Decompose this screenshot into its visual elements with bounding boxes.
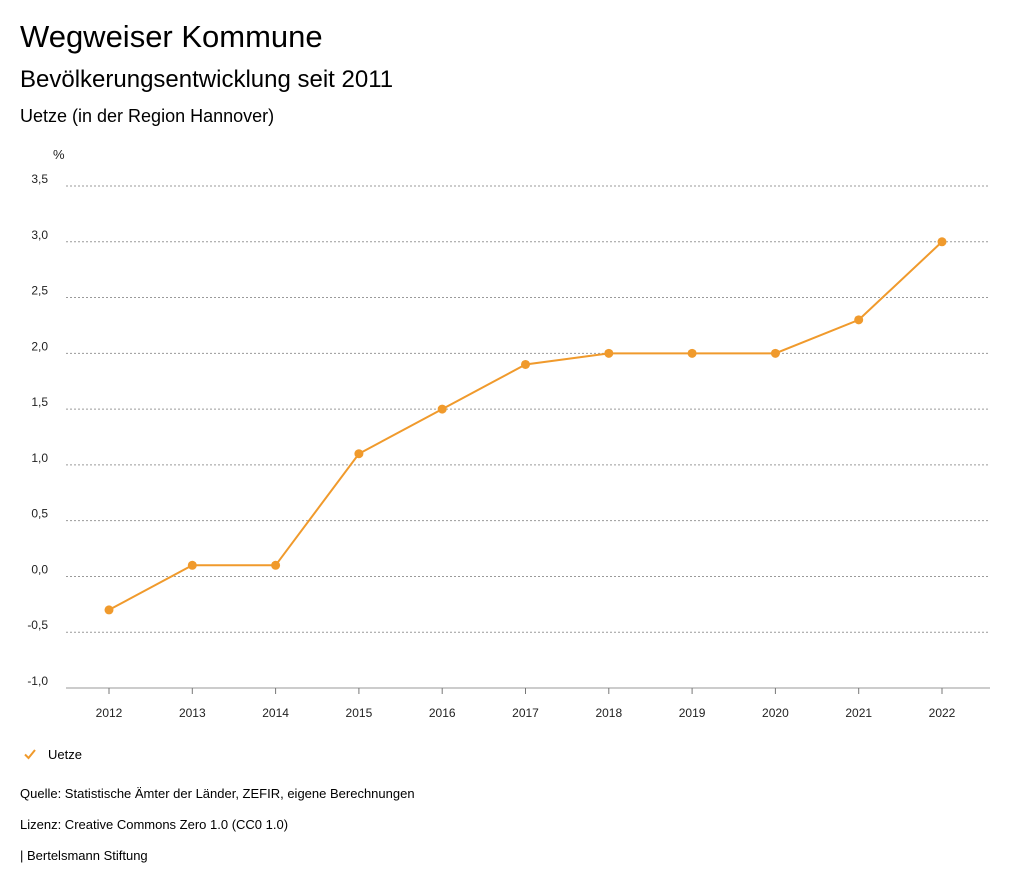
data-point: [271, 560, 281, 570]
x-tick-label: 2022: [929, 706, 956, 720]
license-note: Lizenz: Creative Commons Zero 1.0 (CC0 1…: [20, 817, 289, 832]
data-point: [687, 348, 697, 358]
y-tick-label: -0,5: [27, 618, 48, 632]
legend-label: Uetze: [48, 746, 82, 762]
brand-note: | Bertelsmann Stiftung: [20, 848, 148, 863]
x-tick-label: 2012: [96, 706, 123, 720]
x-tick-label: 2014: [262, 706, 289, 720]
y-tick-label: 2,0: [31, 339, 48, 353]
data-point: [770, 348, 780, 358]
y-tick-label: 1,5: [31, 395, 48, 409]
x-tick-label: 2020: [762, 706, 789, 720]
x-tick-label: 2021: [845, 706, 872, 720]
data-point: [604, 348, 614, 358]
y-tick-label: 0,0: [31, 562, 48, 576]
y-tick-label: 3,5: [31, 172, 48, 186]
x-tick-label: 2016: [429, 706, 456, 720]
page-title: Wegweiser Kommune: [20, 19, 323, 54]
series-line-uetze: [108, 241, 943, 611]
check-icon: [24, 749, 36, 760]
y-tick-label: 2,5: [31, 284, 48, 298]
legend[interactable]: Uetze: [22, 744, 82, 764]
data-point: [354, 449, 364, 459]
x-tick-label: 2013: [179, 706, 206, 720]
y-tick-label: 1,0: [31, 451, 48, 465]
y-tick-label: 0,5: [31, 507, 48, 521]
data-point: [521, 359, 530, 369]
line-chart: % 3,5 3,0 2,5 2,0 1,5 1,0 0,5 0,0 -0,5 -1,0 2012 201…: [27, 147, 990, 720]
data-point: [437, 404, 447, 414]
x-tick-label: 2018: [595, 706, 622, 720]
chart-subtitle: Bevölkerungsentwicklung seit 2011: [20, 66, 394, 93]
y-axis-unit: %: [53, 147, 65, 162]
y-tick-label: -1,0: [27, 674, 48, 688]
x-tick-label: 2017: [512, 706, 539, 720]
data-point: [937, 237, 947, 247]
region-label: Uetze (in der Region Hannover): [20, 106, 275, 126]
data-point: [104, 605, 114, 615]
x-tick-label: 2015: [346, 706, 373, 720]
data-point: [187, 560, 197, 570]
source-note: Quelle: Statistische Ämter der Länder, Z…: [20, 786, 415, 801]
x-tick-label: 2019: [679, 706, 706, 720]
y-tick-label: 3,0: [31, 228, 48, 242]
data-point: [854, 315, 864, 325]
